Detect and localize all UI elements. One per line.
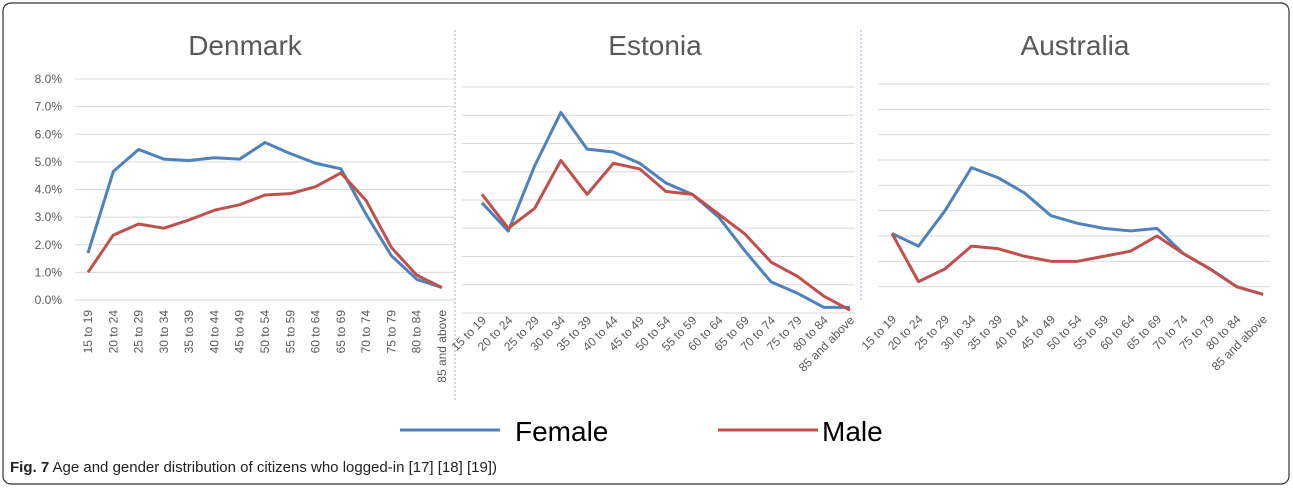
x-tick-label: 15 to 19	[81, 310, 95, 354]
chart-title: Estonia	[608, 30, 702, 61]
series-line	[86, 171, 443, 289]
series-line	[480, 158, 851, 312]
x-tick-label: 70 to 74	[359, 310, 373, 354]
x-tick-label: 60 to 64	[309, 310, 323, 354]
caption-text: Age and gender distribution of citizens …	[53, 459, 497, 476]
x-tick-label: 55 to 59	[283, 310, 297, 354]
y-tick-label: 5.0%	[35, 155, 63, 169]
series-line	[890, 232, 1264, 296]
frame	[2, 2, 1290, 485]
y-tick-label: 1.0%	[35, 265, 63, 279]
x-tick-label: 25 to 29	[132, 310, 146, 354]
chart-title: Denmark	[188, 30, 303, 61]
x-tick-label: 50 to 54	[258, 310, 272, 354]
y-tick-label: 4.0%	[35, 183, 63, 197]
y-tick-label: 2.0%	[35, 238, 63, 252]
x-tick-label: 45 to 49	[233, 310, 247, 354]
caption: Fig. 7 Age and gender distribution of ci…	[10, 459, 497, 476]
x-tick-label: 65 to 69	[334, 310, 348, 354]
x-tick-label: 80 to 84	[410, 310, 424, 354]
x-tick-label: 20 to 24	[106, 310, 120, 354]
y-tick-label: 3.0%	[35, 210, 63, 224]
y-tick-label: 7.0%	[35, 100, 63, 114]
x-tick-label: 85 and above	[435, 310, 449, 383]
y-tick-label: 0.0%	[35, 293, 63, 307]
x-tick-label: 35 to 39	[182, 310, 196, 354]
x-tick-label: 75 to 79	[384, 310, 398, 354]
y-tick-label: 6.0%	[35, 127, 63, 141]
x-tick-label: 40 to 44	[207, 310, 221, 354]
x-tick-label: 30 to 34	[157, 310, 171, 354]
legend-label: Male	[822, 416, 883, 447]
legend-label: Female	[515, 416, 608, 447]
series-line	[480, 110, 850, 309]
caption-label: Fig. 7	[10, 459, 49, 476]
series-line	[86, 141, 443, 289]
y-tick-label: 8.0%	[35, 72, 63, 86]
chart-title: Australia	[1021, 30, 1130, 61]
